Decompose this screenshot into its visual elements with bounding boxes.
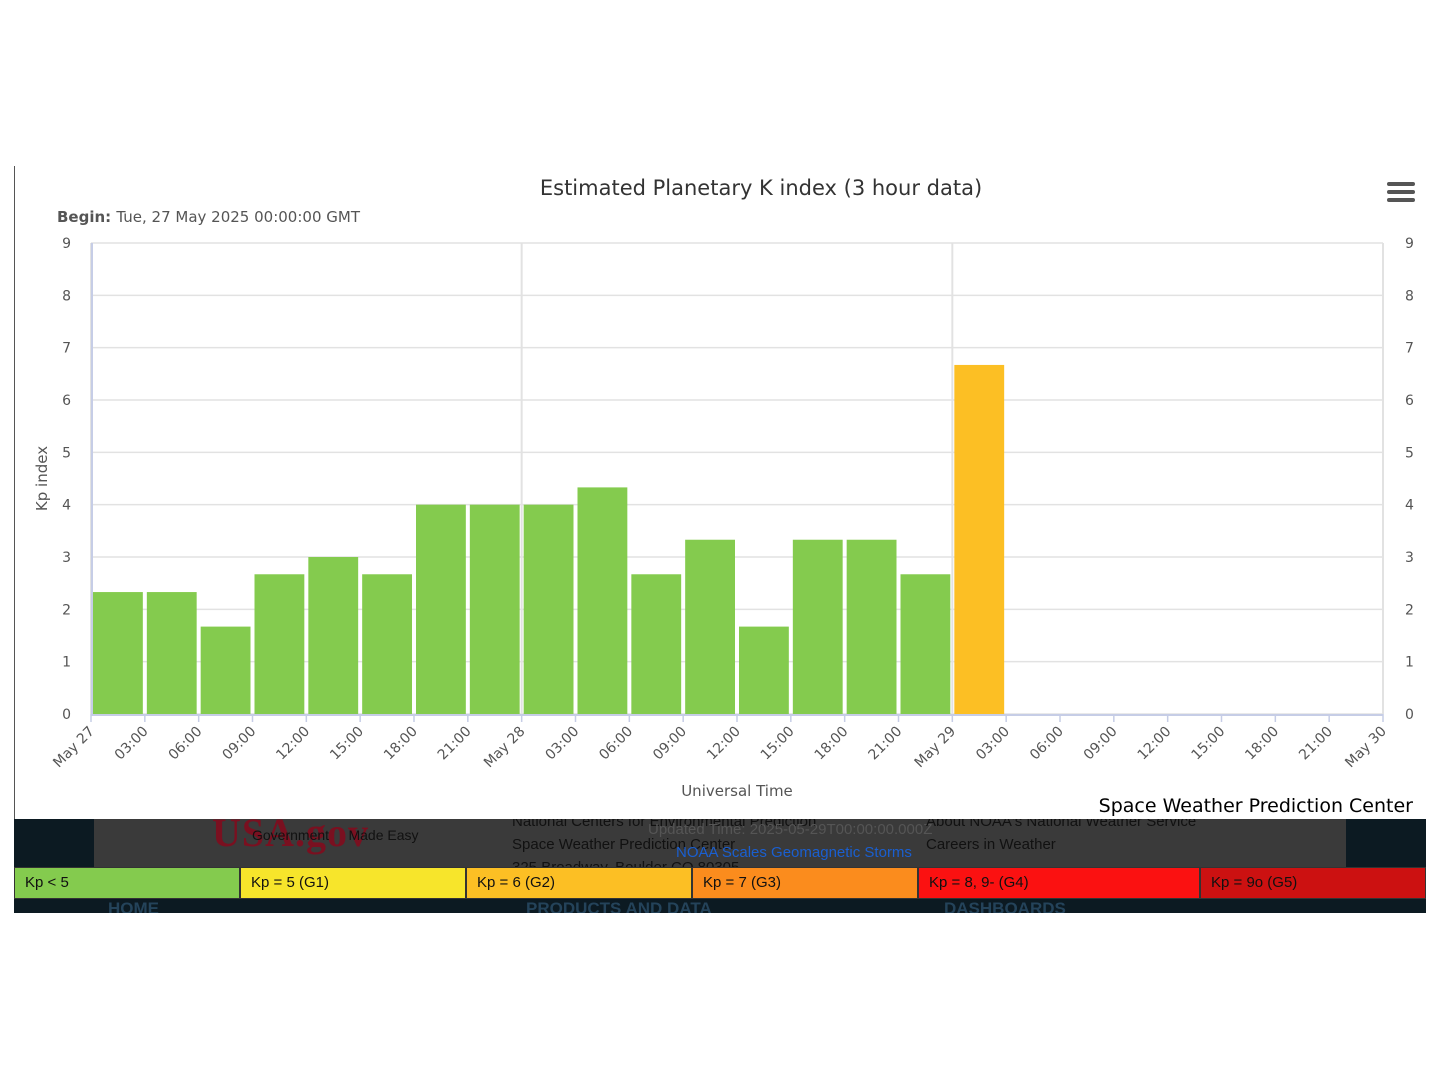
- hamburger-menu-icon[interactable]: [1387, 182, 1415, 206]
- y-tick-label-left: 5: [62, 445, 71, 461]
- kp-bar: [254, 574, 305, 714]
- legend-label: Kp = 5 (G1): [251, 874, 329, 891]
- legend-kp-7: Kp = 7 (G3): [692, 867, 918, 899]
- kp-bar: [469, 504, 520, 714]
- y-tick-label-right: 3: [1405, 550, 1414, 566]
- page-footer-overlay: USA.gov Government Made Easy National Ce…: [14, 819, 1426, 913]
- y-tick-label-right: 8: [1405, 288, 1414, 304]
- x-tick-label: 09:00: [1081, 724, 1121, 764]
- subtitle-begin-label: Begin:: [57, 208, 116, 226]
- legend-kp-6: Kp = 6 (G2): [466, 867, 692, 899]
- x-tick-label: 18:00: [812, 724, 852, 764]
- legend-kp-8-9: Kp = 8, 9- (G4): [918, 867, 1200, 899]
- x-tick-label: May 27: [50, 724, 98, 772]
- updated-time: Updated Time: 2025-05-29T00:00:00.000Z: [648, 821, 933, 838]
- legend-label: Kp = 8, 9- (G4): [929, 874, 1029, 891]
- legend-kp-5: Kp = 5 (G1): [240, 867, 466, 899]
- x-axis-label: Universal Time: [681, 782, 793, 800]
- nav-dashboards[interactable]: DASHBOARDS: [944, 899, 1066, 913]
- y-tick-label-right: 0: [1405, 707, 1414, 723]
- x-tick-label: May 30: [1342, 724, 1390, 772]
- kp-bar-chart: 0 0 1 1 2 2 3 3 4 4 5 5 6 6 7 7 8 8 9 9 May 27 03:00 06:00 09:0…: [33, 176, 1414, 817]
- y-tick-label-right: 9: [1405, 236, 1414, 252]
- y-tick-label-right: 2: [1405, 602, 1414, 618]
- noaa-scales-link[interactable]: NOAA Scales Geomagnetic Storms: [676, 844, 912, 861]
- x-tick-label: 09:00: [219, 724, 259, 764]
- kp-bar: [631, 574, 682, 714]
- x-tick-label: 06:00: [596, 724, 636, 764]
- nav-products[interactable]: PRODUCTS AND DATA: [526, 899, 712, 913]
- y-tick-label-left: 1: [62, 655, 71, 671]
- legend-label: Kp = 7 (G3): [703, 874, 781, 891]
- x-tick-label: 15:00: [327, 724, 367, 764]
- y-tick-label-left: 2: [62, 602, 71, 618]
- x-tick-label: 21:00: [1296, 724, 1336, 764]
- x-tick-label: 09:00: [650, 724, 690, 764]
- kp-bar: [739, 626, 789, 714]
- kp-chart-panel: 0 0 1 1 2 2 3 3 4 4 5 5 6 6 7 7 8 8 9 9 May 27 03:00 06:00 09:0…: [14, 166, 1427, 820]
- y-tick-label-left: 4: [62, 498, 71, 514]
- x-tick-label: May 28: [481, 724, 529, 772]
- kp-bar: [308, 557, 359, 714]
- legend-label: Kp = 9o (G5): [1211, 874, 1298, 891]
- kp-bar: [685, 539, 735, 714]
- kp-bar: [416, 504, 466, 714]
- y-tick-label-right: 5: [1405, 445, 1414, 461]
- nav-home[interactable]: HOME: [108, 899, 159, 913]
- swpc-link[interactable]: Space Weather Prediction Center: [512, 836, 736, 853]
- x-tick-label: 06:00: [166, 724, 206, 764]
- y-tick-label-left: 0: [62, 707, 71, 723]
- y-tick-label-right: 1: [1405, 655, 1414, 671]
- kp-bar: [362, 574, 412, 714]
- x-tick-label: 06:00: [1027, 724, 1067, 764]
- footer-info-block: USA.gov Government Made Easy National Ce…: [94, 819, 1346, 876]
- y-tick-label-left: 8: [62, 288, 71, 304]
- x-tick-label: May 29: [912, 724, 960, 772]
- chart-title: Estimated Planetary K index (3 hour data…: [540, 176, 982, 200]
- y-axis-label: Kp index: [33, 446, 51, 511]
- legend-label: Kp < 5: [25, 874, 69, 891]
- kp-bar: [900, 574, 951, 714]
- kp-bar: [200, 626, 251, 714]
- kp-bar: [577, 487, 628, 714]
- chart-credit: Space Weather Prediction Center: [1099, 795, 1414, 817]
- y-tick-label-right: 6: [1405, 393, 1414, 409]
- kp-bar: [523, 504, 574, 714]
- y-tick-label-right: 7: [1405, 341, 1414, 357]
- about-nws-link[interactable]: About NOAA's National Weather Service: [926, 819, 1197, 830]
- x-tick-label: 18:00: [381, 724, 421, 764]
- usa-gov-logo[interactable]: USA.gov: [212, 819, 370, 855]
- x-tick-label: 12:00: [273, 724, 313, 764]
- x-tick-label: 21:00: [865, 724, 905, 764]
- ncep-link[interactable]: National Centers for Environmental Predi…: [512, 819, 817, 830]
- y-tick-label-left: 6: [62, 393, 71, 409]
- x-tick-label: 21:00: [435, 724, 475, 764]
- x-tick-label: 18:00: [1242, 724, 1282, 764]
- legend-kp-below-5: Kp < 5: [14, 867, 240, 899]
- x-tick-label: 12:00: [1135, 724, 1175, 764]
- x-tick-label: 03:00: [973, 724, 1013, 764]
- careers-link[interactable]: Careers in Weather: [926, 836, 1056, 853]
- x-tick-label: 03:00: [112, 724, 152, 764]
- kp-bar: [146, 592, 197, 714]
- x-tick-label: 15:00: [758, 724, 798, 764]
- x-tick-label: 15:00: [1188, 724, 1228, 764]
- chart-subtitle: Begin: Tue, 27 May 2025 00:00:00 GMT: [57, 208, 361, 226]
- y-tick-label-right: 4: [1405, 498, 1414, 514]
- kp-bar: [954, 364, 1005, 714]
- y-tick-label-left: 7: [62, 341, 71, 357]
- subtitle-begin-value: Tue, 27 May 2025 00:00:00 GMT: [115, 208, 360, 226]
- legend-kp-9o: Kp = 9o (G5): [1200, 867, 1426, 899]
- x-tick-label: 03:00: [542, 724, 582, 764]
- y-tick-label-left: 9: [62, 236, 71, 252]
- kp-color-legend: Kp < 5 Kp = 5 (G1) Kp = 6 (G2) Kp = 7 (G…: [14, 867, 1426, 901]
- x-tick-label: 12:00: [704, 724, 744, 764]
- y-tick-label-left: 3: [62, 550, 71, 566]
- usa-gov-logo-sub: Government Made Easy: [252, 827, 419, 843]
- kp-bar: [792, 539, 843, 714]
- kp-bar: [846, 539, 897, 714]
- legend-label: Kp = 6 (G2): [477, 874, 555, 891]
- kp-bar: [93, 592, 143, 714]
